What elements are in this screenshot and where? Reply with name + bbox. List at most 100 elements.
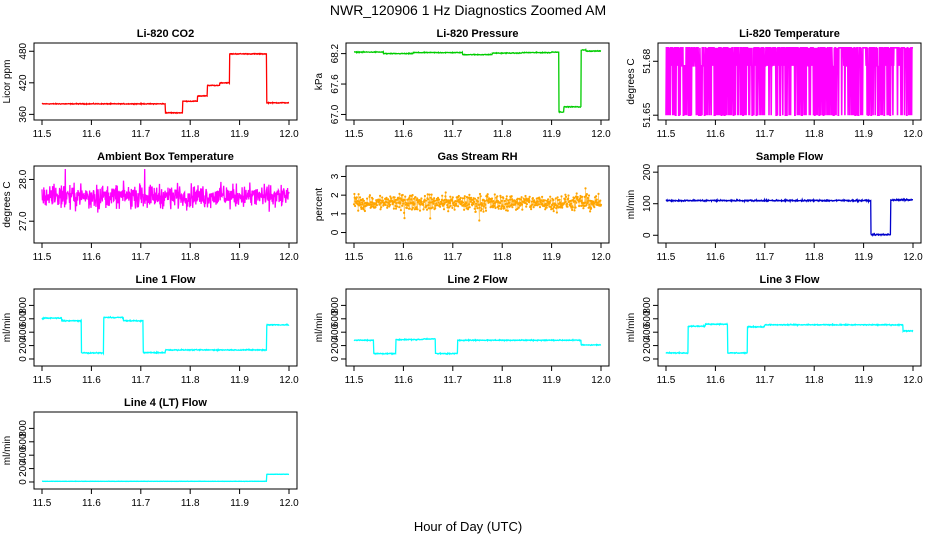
plot-frame xyxy=(33,42,298,121)
x-tick-label: 11.8 xyxy=(493,375,512,386)
panel-ylabel: ml/min xyxy=(626,190,637,219)
plot-frame xyxy=(345,288,610,367)
x-tick-label: 11.8 xyxy=(493,129,512,140)
figure-title: NWR_120906 1 Hz Diagnostics Zoomed AM xyxy=(330,2,606,18)
y-tick-label: 51.65 xyxy=(642,102,653,127)
x-tick-label: 11.9 xyxy=(230,129,249,140)
panel-ylabel: percent xyxy=(314,188,325,222)
x-tick-label: 11.8 xyxy=(493,252,512,263)
y-tick-label: 200 xyxy=(642,163,653,180)
x-tick-label: 11.8 xyxy=(181,252,200,263)
x-tick-label: 11.7 xyxy=(131,129,150,140)
y-tick-label: 1 xyxy=(330,211,341,217)
panel-ylabel: ml/min xyxy=(2,436,13,465)
x-tick-label: 11.9 xyxy=(854,375,873,386)
x-tick-label: 11.9 xyxy=(230,498,249,509)
y-tick-label: 0 xyxy=(18,356,29,362)
panel-title: Li-820 CO2 xyxy=(137,28,194,40)
y-tick-label: 400 xyxy=(18,446,29,463)
panel-title: Line 4 (LT) Flow xyxy=(124,397,207,409)
panel-title: Ambient Box Temperature xyxy=(97,151,234,163)
x-tick-label: 11.5 xyxy=(33,129,52,140)
series-line xyxy=(353,337,602,356)
y-tick-label: 360 xyxy=(18,106,29,123)
chart-panel: Line 1 Flow ml/min 11.5 11.6 11.7 11.8 11.9 12.… xyxy=(2,274,299,386)
series-line xyxy=(41,168,290,213)
y-tick-label: 420 xyxy=(18,74,29,91)
x-tick-label: 11.5 xyxy=(345,375,364,386)
y-tick-label: 27.0 xyxy=(18,211,29,231)
chart-panel: Sample Flow ml/min 11.5 11.6 11.7 11.8 11.9 12.… xyxy=(626,151,923,263)
plot-frame xyxy=(345,42,610,121)
y-tick-label: 68.2 xyxy=(330,43,341,63)
x-tick-label: 11.9 xyxy=(854,252,873,263)
panel-title: Line 3 Flow xyxy=(760,274,820,286)
chart-panel: Ambient Box Temperature degrees C 11.5 11.6… xyxy=(2,151,299,263)
x-tick-label: 12.0 xyxy=(279,375,299,386)
plot-frame xyxy=(657,288,922,367)
chart-panel: Line 4 (LT) Flow ml/min 11.5 11.6 11.7 11.8 11… xyxy=(2,397,299,509)
plot-frame xyxy=(657,165,922,244)
x-tick-label: 11.7 xyxy=(443,252,462,263)
y-tick-label: 400 xyxy=(642,323,653,340)
x-tick-label: 12.0 xyxy=(591,252,611,263)
panel-title: Li-820 Pressure xyxy=(437,28,519,40)
y-tick-label: 0 xyxy=(642,232,653,238)
y-tick-label: 480 xyxy=(18,42,29,59)
y-tick-label: 600 xyxy=(642,310,653,327)
y-tick-label: 200 xyxy=(18,460,29,477)
y-tick-label: 200 xyxy=(18,337,29,354)
chart-panel: Li-820 Temperature degrees C 11.5 11.6 11.7 1… xyxy=(626,28,923,140)
y-tick-label: 400 xyxy=(330,323,341,340)
y-tick-label: 800 xyxy=(18,297,29,314)
panel-ylabel: degrees C xyxy=(2,181,13,227)
panel-ylabel: ml/min xyxy=(314,313,325,342)
x-tick-label: 11.5 xyxy=(345,252,364,263)
panels: Li-820 CO2 Licor ppm 11.5 11.6 11.7 11.8 11.9 1… xyxy=(2,28,923,509)
plot-frame xyxy=(33,165,298,244)
y-tick-label: 400 xyxy=(18,323,29,340)
x-tick-label: 11.7 xyxy=(131,252,150,263)
x-tick-label: 11.9 xyxy=(542,129,561,140)
y-tick-label: 0 xyxy=(642,356,653,362)
y-tick-label: 600 xyxy=(18,310,29,327)
y-tick-label: 600 xyxy=(18,433,29,450)
x-tick-label: 11.9 xyxy=(230,375,249,386)
panel-ylabel: kPa xyxy=(314,72,325,90)
y-tick-label: 800 xyxy=(18,420,29,437)
y-tick-label: 51.68 xyxy=(642,48,653,73)
x-tick-label: 11.7 xyxy=(131,375,150,386)
x-tick-label: 11.9 xyxy=(854,129,873,140)
panel-ylabel: Licor ppm xyxy=(2,60,13,104)
panel-title: Li-820 Temperature xyxy=(739,28,840,40)
y-tick-label: 100 xyxy=(642,195,653,212)
x-tick-label: 11.6 xyxy=(82,252,101,263)
x-tick-label: 11.6 xyxy=(394,375,413,386)
panel-title: Line 1 Flow xyxy=(136,274,196,286)
x-tick-label: 11.8 xyxy=(181,129,200,140)
panel-ylabel: ml/min xyxy=(626,313,637,342)
panel-title: Sample Flow xyxy=(756,151,824,163)
x-tick-label: 11.7 xyxy=(755,252,774,263)
plot-frame xyxy=(33,288,298,367)
x-tick-label: 11.8 xyxy=(805,375,824,386)
x-tick-label: 12.0 xyxy=(903,252,923,263)
x-tick-label: 11.8 xyxy=(181,375,200,386)
y-tick-label: 800 xyxy=(642,297,653,314)
x-tick-label: 11.6 xyxy=(82,498,101,509)
y-tick-label: 0 xyxy=(330,229,341,235)
x-tick-label: 12.0 xyxy=(903,129,923,140)
chart-panel: Line 2 Flow ml/min 11.5 11.6 11.7 11.8 11.9 12.… xyxy=(314,274,611,386)
x-tick-label: 11.5 xyxy=(345,129,364,140)
y-tick-label: 0 xyxy=(18,479,29,485)
y-tick-label: 0 xyxy=(330,356,341,362)
x-tick-label: 12.0 xyxy=(903,375,923,386)
x-tick-label: 11.6 xyxy=(706,375,725,386)
x-tick-label: 12.0 xyxy=(279,129,299,140)
x-tick-label: 12.0 xyxy=(279,498,299,509)
chart-panel: Li-820 Pressure kPa 11.5 11.6 11.7 11.8 11.9 12… xyxy=(314,28,611,140)
x-tick-label: 11.5 xyxy=(33,498,52,509)
panel-title: Gas Stream RH xyxy=(437,151,517,163)
y-tick-label: 67.6 xyxy=(330,74,341,94)
plot-frame xyxy=(345,165,610,244)
